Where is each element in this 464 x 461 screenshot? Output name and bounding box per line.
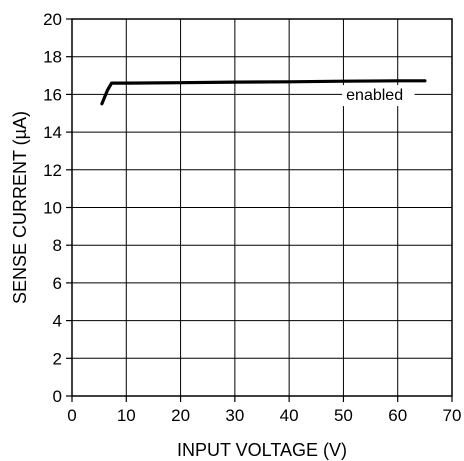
y-tick-label: 10	[43, 199, 62, 218]
grid	[71, 18, 453, 397]
x-tick-label: 70	[443, 406, 462, 425]
y-tick-label: 4	[53, 312, 62, 331]
series-line-enabled	[100, 79, 427, 106]
y-tick-label: 6	[53, 274, 62, 293]
annotations: enabled	[342, 85, 415, 107]
x-tick-label: 60	[388, 406, 407, 425]
y-tick-label: 16	[43, 85, 62, 104]
y-axis-ticks: 0 2 4 6 8 10 12 14 16 18 20	[43, 10, 72, 406]
y-tick-label: 12	[43, 161, 62, 180]
x-tick-label: 50	[334, 406, 353, 425]
y-tick-label: 2	[53, 349, 62, 368]
y-tick-label: 0	[53, 387, 62, 406]
x-tick-label: 40	[280, 406, 299, 425]
x-axis-label: INPUT VOLTAGE (V)	[177, 440, 347, 460]
x-tick-label: 0	[67, 406, 76, 425]
y-tick-label: 20	[43, 10, 62, 29]
x-axis-ticks: 0 10 20 30 40 50 60 70	[67, 396, 461, 425]
annotation-label: enabled	[346, 87, 403, 104]
y-axis-label: SENSE CURRENT (µA)	[10, 111, 30, 304]
y-tick-label: 18	[43, 48, 62, 67]
x-tick-label: 10	[117, 406, 136, 425]
x-tick-label: 20	[171, 406, 190, 425]
annotation-background	[342, 85, 415, 107]
series-group	[100, 79, 427, 106]
y-tick-label: 14	[43, 123, 62, 142]
y-tick-label: 8	[53, 236, 62, 255]
x-tick-label: 30	[225, 406, 244, 425]
